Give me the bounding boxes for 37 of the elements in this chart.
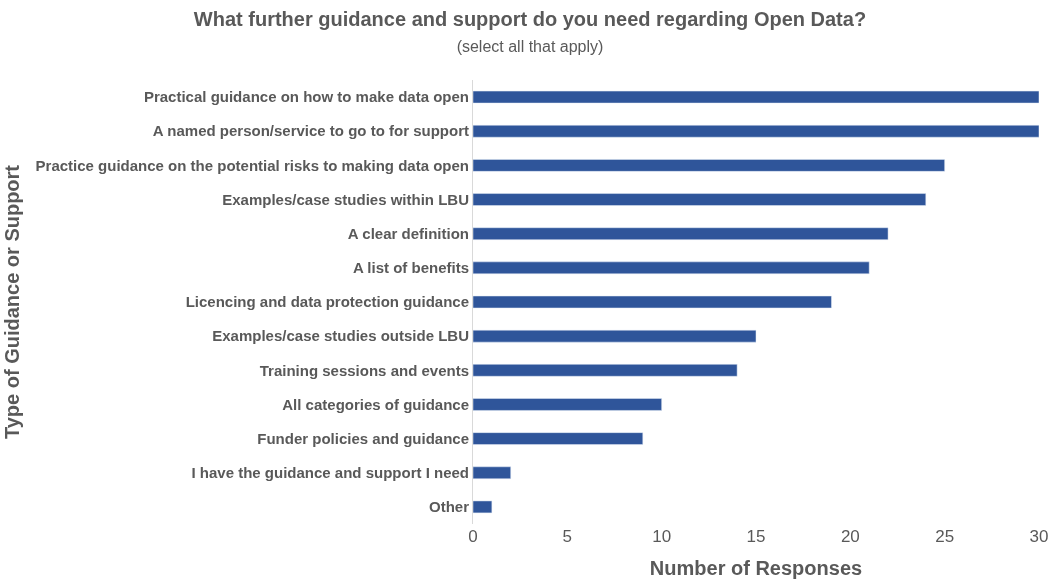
bar: [473, 398, 662, 411]
x-tick-label: 0: [468, 527, 478, 546]
y-tick-label: Practical guidance on how to make data open: [143, 88, 469, 106]
chart-title: What further guidance and support do you need regarding Open Data?: [193, 8, 867, 31]
bar: [473, 90, 1039, 104]
y-tick-label: A named person/service to go to for support: [152, 122, 469, 140]
y-tick-label: Licencing and data protection guidance: [185, 293, 469, 311]
x-tick-label: 30: [1029, 527, 1049, 546]
y-tick-label: Other: [428, 498, 470, 516]
bar: [473, 227, 889, 240]
x-tick-label: 10: [652, 527, 672, 546]
y-tick-label: A list of benefits: [352, 259, 469, 277]
bar: [473, 432, 644, 445]
y-tick-label: All categories of guidance: [282, 395, 469, 413]
bar: [473, 125, 1039, 138]
bar: [473, 159, 945, 172]
bar: [473, 364, 738, 377]
x-tick-label: 20: [840, 527, 860, 546]
bar: [473, 329, 757, 343]
y-tick-label: Practice guidance on the potential risks to making data open: [35, 156, 469, 174]
bar: [473, 261, 870, 275]
y-tick-label: A clear definition: [347, 224, 469, 242]
bar: [473, 295, 832, 309]
bar: [473, 466, 511, 479]
y-tick-label: Funder policies and guidance: [257, 429, 469, 447]
bar: [473, 500, 493, 514]
chart-subtitle: (select all that apply): [456, 38, 604, 56]
y-axis-title: Type of Guidance or Support: [1, 164, 24, 440]
y-tick-label: Examples/case studies outside LBU: [212, 327, 469, 345]
y-tick-label: Training sessions and events: [259, 361, 469, 379]
y-tick-label: Examples/case studies within LBU: [222, 190, 469, 208]
x-axis-title: Number of Responses: [649, 556, 863, 579]
bar: [473, 193, 927, 206]
y-tick-label: I have the guidance and support I need: [191, 464, 469, 482]
x-tick-label: 15: [746, 527, 766, 546]
x-tick-label: 5: [562, 527, 573, 546]
x-tick-label: 25: [935, 527, 955, 546]
